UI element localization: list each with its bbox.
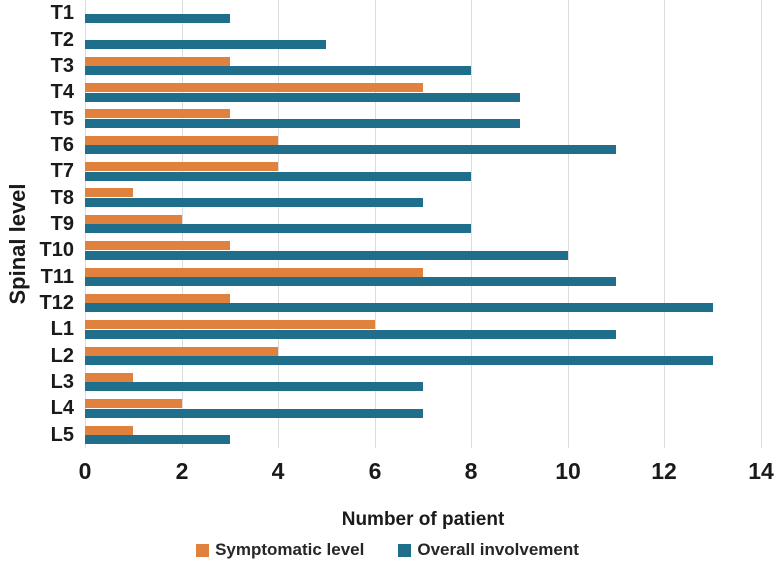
bar-symptomatic-T7: [85, 162, 278, 171]
category-label: T5: [50, 108, 74, 130]
bar-overall-L5: [85, 435, 230, 444]
bar-symptomatic-T9: [85, 215, 182, 224]
bar-overall-T11: [85, 277, 616, 286]
bar-symptomatic-T11: [85, 268, 423, 277]
x-tick-label: 8: [464, 458, 478, 484]
bar-symptomatic-T10: [85, 241, 230, 250]
category-label: L4: [50, 397, 74, 419]
x-tick-label: 10: [555, 458, 581, 484]
legend-label: Symptomatic level: [215, 540, 365, 559]
gridline: [664, 0, 665, 448]
bar-overall-T5: [85, 119, 520, 128]
bar-symptomatic-T4: [85, 83, 423, 92]
bar-symptomatic-T8: [85, 188, 133, 197]
category-label: L5: [50, 424, 74, 446]
bar-overall-L3: [85, 382, 423, 391]
x-tick-label: 0: [78, 458, 92, 484]
x-tick-label: 2: [175, 458, 189, 484]
x-tick-label: 6: [368, 458, 382, 484]
x-tick-label: 4: [271, 458, 285, 484]
legend-item: Overall involvement: [398, 540, 579, 560]
bar-overall-T4: [85, 93, 520, 102]
category-label: T4: [50, 81, 74, 103]
gridline: [568, 0, 569, 448]
bar-symptomatic-T12: [85, 294, 230, 303]
category-label: L3: [50, 371, 74, 393]
category-label: T9: [50, 213, 74, 235]
category-label: T12: [39, 292, 74, 314]
gridline: [761, 0, 762, 448]
category-label: T1: [50, 2, 74, 24]
bar-symptomatic-T5: [85, 109, 230, 118]
x-tick-label: 14: [748, 458, 774, 484]
legend: Symptomatic level Overall involvement: [0, 540, 775, 560]
category-label: L2: [50, 345, 74, 367]
bar-overall-T10: [85, 251, 568, 260]
bar-symptomatic-L4: [85, 399, 182, 408]
bar-symptomatic-L2: [85, 347, 278, 356]
legend-swatch-icon: [398, 543, 412, 557]
legend-item: Symptomatic level: [196, 540, 364, 560]
category-label: T7: [50, 160, 74, 182]
bar-symptomatic-T3: [85, 57, 230, 66]
bar-symptomatic-L5: [85, 426, 133, 435]
category-label: T3: [50, 55, 74, 77]
category-label: T2: [50, 29, 74, 51]
bar-symptomatic-T6: [85, 136, 278, 145]
gridline: [471, 0, 472, 448]
bar-overall-T7: [85, 172, 471, 181]
bar-overall-L2: [85, 356, 713, 365]
bar-overall-T8: [85, 198, 423, 207]
bar-symptomatic-L3: [85, 373, 133, 382]
category-label: L1: [50, 318, 74, 340]
category-label: T6: [50, 134, 74, 156]
bar-overall-T2: [85, 40, 326, 49]
bar-overall-T9: [85, 224, 471, 233]
category-label: T8: [50, 187, 74, 209]
bar-overall-T3: [85, 66, 471, 75]
x-tick-label: 12: [651, 458, 677, 484]
x-axis-title: Number of patient: [341, 509, 505, 530]
bar-overall-L1: [85, 330, 616, 339]
legend-label: Overall involvement: [417, 540, 579, 559]
bar-overall-T6: [85, 145, 616, 154]
category-label: T10: [39, 239, 74, 261]
bar-overall-T1: [85, 14, 230, 23]
bar-overall-L4: [85, 409, 423, 418]
legend-swatch-icon: [196, 543, 210, 557]
category-label: T11: [40, 266, 74, 288]
bar-overall-T12: [85, 303, 713, 312]
bar-symptomatic-L1: [85, 320, 375, 329]
